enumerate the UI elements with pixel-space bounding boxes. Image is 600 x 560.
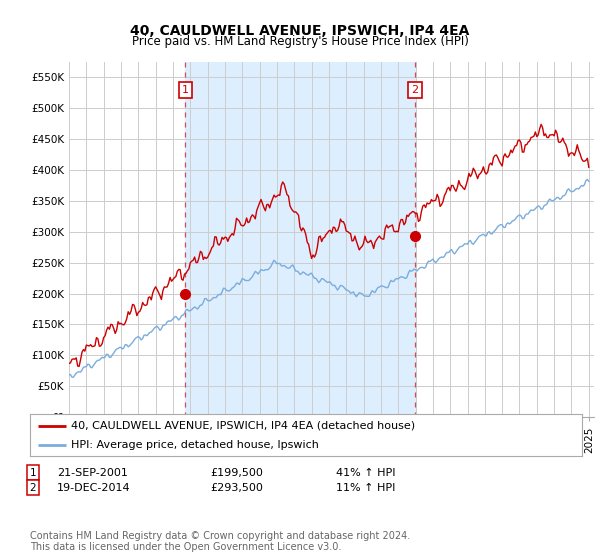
Text: £199,500: £199,500 [210, 468, 263, 478]
Text: 19-DEC-2014: 19-DEC-2014 [57, 483, 131, 493]
Text: 41% ↑ HPI: 41% ↑ HPI [336, 468, 395, 478]
Text: 1: 1 [182, 85, 189, 95]
Text: £293,500: £293,500 [210, 483, 263, 493]
Text: 40, CAULDWELL AVENUE, IPSWICH, IP4 4EA: 40, CAULDWELL AVENUE, IPSWICH, IP4 4EA [130, 24, 470, 38]
Text: 11% ↑ HPI: 11% ↑ HPI [336, 483, 395, 493]
Text: 1: 1 [29, 468, 37, 478]
Text: 2: 2 [411, 85, 418, 95]
Text: Price paid vs. HM Land Registry's House Price Index (HPI): Price paid vs. HM Land Registry's House … [131, 35, 469, 48]
Text: 40, CAULDWELL AVENUE, IPSWICH, IP4 4EA (detached house): 40, CAULDWELL AVENUE, IPSWICH, IP4 4EA (… [71, 421, 416, 431]
Bar [185, 62, 415, 417]
Text: HPI: Average price, detached house, Ipswich: HPI: Average price, detached house, Ipsw… [71, 440, 319, 450]
Text: 21-SEP-2001: 21-SEP-2001 [57, 468, 128, 478]
Text: Contains HM Land Registry data © Crown copyright and database right 2024.
This d: Contains HM Land Registry data © Crown c… [30, 531, 410, 553]
Text: 2: 2 [29, 483, 37, 493]
